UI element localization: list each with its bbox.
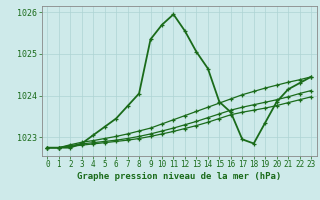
X-axis label: Graphe pression niveau de la mer (hPa): Graphe pression niveau de la mer (hPa) [77, 172, 281, 181]
